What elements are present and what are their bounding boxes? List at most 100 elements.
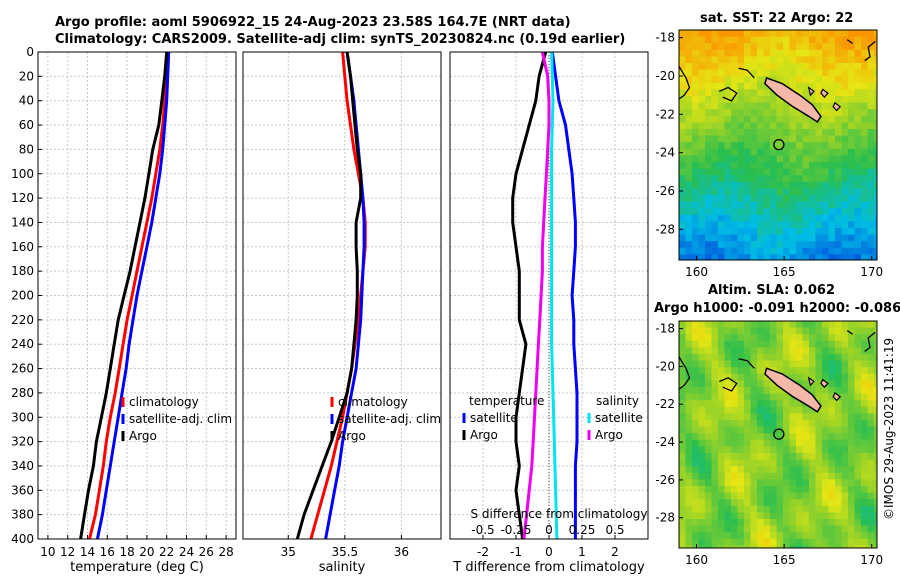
depth-tick-label: 340 bbox=[11, 459, 34, 473]
sst-map-cell bbox=[705, 254, 712, 260]
sla-map-cell bbox=[711, 492, 719, 500]
sla-map-cell bbox=[724, 354, 732, 361]
sla-map-cell bbox=[835, 538, 842, 546]
sst-map-cell bbox=[705, 56, 712, 64]
sst-map-cell bbox=[874, 135, 877, 143]
sst-map-cell bbox=[711, 181, 719, 189]
sla-map-cell bbox=[698, 347, 706, 355]
sst-map-cell bbox=[822, 76, 829, 84]
sla-map-cell bbox=[731, 360, 738, 368]
sst-map-cell bbox=[828, 234, 836, 242]
sst-map-cell bbox=[731, 56, 738, 64]
sst-map-cell bbox=[750, 155, 758, 163]
sla-map-cell bbox=[679, 360, 686, 368]
sst-map-cell bbox=[789, 82, 797, 90]
sla-map-cell bbox=[705, 466, 712, 474]
sla-map-cell bbox=[737, 420, 745, 427]
sst-map-cell bbox=[802, 69, 810, 77]
sla-map-cell bbox=[854, 433, 862, 441]
sla-map-cell bbox=[796, 466, 803, 474]
sla-map-cell bbox=[828, 340, 836, 348]
sst-map-cell bbox=[796, 56, 803, 64]
sst-map-cell bbox=[874, 69, 877, 77]
sst-map-cell bbox=[828, 214, 836, 222]
sla-map-cell bbox=[822, 347, 829, 355]
sst-map-cell bbox=[744, 30, 751, 37]
sst-map-cell bbox=[828, 155, 836, 163]
sla-map-cell bbox=[679, 459, 686, 467]
salinity-series-argo bbox=[295, 51, 363, 540]
sla-map-cell bbox=[737, 492, 745, 500]
sst-map-cell bbox=[802, 221, 810, 229]
sla-map-cell bbox=[731, 321, 738, 328]
sst-map-cell bbox=[711, 254, 719, 260]
sst-map-cell bbox=[783, 56, 790, 64]
sla-map-cell bbox=[724, 327, 732, 335]
sla-map-cell bbox=[848, 340, 855, 348]
sla-map-cell bbox=[692, 453, 699, 460]
sst-map-cell bbox=[848, 122, 855, 130]
sla-map-cell bbox=[776, 538, 784, 546]
sst-map-cell bbox=[867, 181, 875, 189]
temperature-legend-label: Argo bbox=[129, 429, 157, 443]
depth-tick-label: 220 bbox=[11, 313, 34, 327]
sst-map-cell bbox=[744, 155, 751, 163]
sst-map-cell bbox=[841, 56, 849, 64]
sla-map-cell bbox=[711, 446, 719, 454]
sst-map-cell bbox=[718, 122, 725, 130]
sla-map-cell bbox=[828, 545, 836, 548]
sst-map-ytick-label: -28 bbox=[655, 222, 675, 236]
sst-map-cell bbox=[718, 96, 725, 103]
sst-map-cell bbox=[783, 201, 790, 209]
sla-map-cell bbox=[744, 406, 751, 414]
sla-map-cell bbox=[705, 380, 712, 388]
sla-map-cell bbox=[796, 486, 803, 493]
sla-map-cell bbox=[770, 453, 777, 460]
sst-map-cell bbox=[692, 208, 699, 216]
sst-map-cell bbox=[815, 43, 823, 51]
sla-map-cell bbox=[841, 479, 849, 487]
sla-map-cell bbox=[835, 327, 842, 335]
sst-map-cell bbox=[848, 43, 855, 51]
sla-map-cell bbox=[783, 479, 790, 487]
sla-map-cell bbox=[874, 420, 877, 427]
sla-map-cell bbox=[783, 466, 790, 474]
sla-map-cell bbox=[718, 446, 725, 454]
sst-map-cell bbox=[835, 122, 842, 130]
sla-map-cell bbox=[841, 525, 849, 533]
sst-map-cell bbox=[815, 188, 823, 196]
sla-map-cell bbox=[848, 453, 855, 460]
difference-xtick-label: -1 bbox=[510, 545, 522, 559]
sla-map-cell bbox=[809, 512, 816, 520]
sst-map-cell bbox=[731, 214, 738, 222]
sla-map-cell bbox=[757, 413, 764, 421]
sla-map-cell bbox=[763, 334, 771, 342]
sla-map-cell bbox=[822, 360, 829, 368]
depth-tick-label: 140 bbox=[11, 215, 34, 229]
sla-map-cell bbox=[828, 380, 836, 388]
sst-map-cell bbox=[783, 214, 790, 222]
sst-map-cell bbox=[874, 168, 877, 176]
sla-map-cell bbox=[828, 486, 836, 493]
sst-map-cell bbox=[705, 241, 712, 249]
sst-map-cell bbox=[737, 56, 745, 64]
sst-map-cell bbox=[835, 162, 842, 169]
sla-map-cell bbox=[698, 512, 706, 520]
sst-map-cell bbox=[776, 254, 784, 260]
sla-map-cell bbox=[867, 492, 875, 500]
sla-map-cell bbox=[874, 446, 877, 454]
sla-map-cell bbox=[750, 367, 758, 375]
sla-map-cell bbox=[861, 439, 868, 447]
sla-map-cells bbox=[679, 321, 877, 548]
sst-map-cell bbox=[744, 234, 751, 242]
difference-series-temperature-satellite bbox=[550, 51, 579, 539]
sst-map-cell bbox=[854, 201, 862, 209]
sst-map-cell bbox=[835, 214, 842, 222]
sla-map-cell bbox=[848, 433, 855, 441]
sla-map-cell bbox=[750, 347, 758, 355]
sst-map-cell bbox=[854, 30, 862, 37]
sla-map-cell bbox=[809, 532, 816, 540]
sla-map-cell bbox=[692, 532, 699, 540]
sst-map-cell bbox=[763, 241, 771, 249]
sla-map-ytick-label: -18 bbox=[655, 322, 675, 336]
